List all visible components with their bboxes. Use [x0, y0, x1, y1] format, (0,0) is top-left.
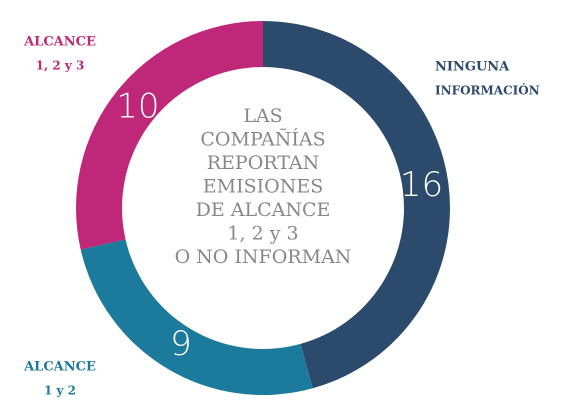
- center-text: EMISIONES: [203, 176, 323, 198]
- segment-label: NINGUNA: [435, 60, 510, 75]
- center-text: O NO INFORMAN: [175, 246, 352, 268]
- value-label: 16: [400, 165, 443, 205]
- segment-label: INFORMACIÓN: [435, 82, 540, 98]
- segment-label: ALCANCE: [23, 35, 96, 50]
- center-text: LAS: [243, 105, 282, 127]
- center-text: REPORTAN: [207, 152, 320, 174]
- donut-segment: [80, 239, 313, 396]
- donut-segment: [263, 21, 450, 389]
- center-text: 1, 2 y 3: [227, 223, 298, 245]
- segment-label: 1, 2 y 3: [36, 59, 85, 73]
- segment-label: 1 y 2: [44, 384, 76, 398]
- segment-label: ALCANCE: [23, 360, 96, 375]
- center-text: COMPAÑÍAS: [200, 128, 325, 151]
- center-text: DE ALCANCE: [196, 199, 331, 221]
- value-label: 10: [116, 87, 159, 127]
- donut-segment: [75, 21, 263, 250]
- value-label: 9: [170, 324, 192, 364]
